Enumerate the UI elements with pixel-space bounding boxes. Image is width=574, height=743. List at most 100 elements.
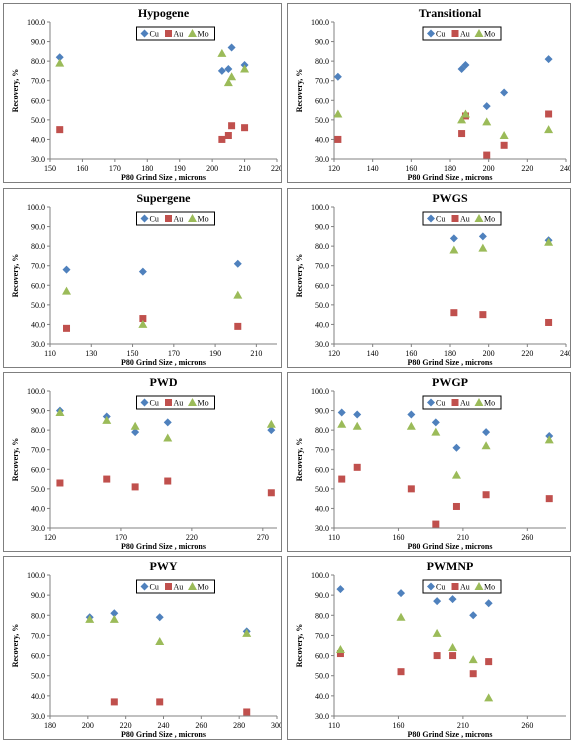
legend-marker-cu bbox=[140, 214, 149, 223]
data-point-mo bbox=[431, 427, 441, 436]
x-tick-label: 260 bbox=[521, 533, 533, 542]
data-point-mo bbox=[85, 614, 95, 623]
data-point-cu bbox=[544, 55, 553, 64]
y-tick-label: 50.0 bbox=[31, 485, 45, 494]
data-point-au bbox=[228, 122, 236, 130]
y-tick-label: 90.0 bbox=[31, 591, 45, 600]
x-tick-label: 210 bbox=[457, 533, 469, 542]
y-tick-label: 70.0 bbox=[315, 631, 329, 640]
y-tick-label: 70.0 bbox=[31, 446, 45, 455]
data-point-au bbox=[407, 485, 415, 493]
x-axis-label: P80 Grind Size , microns bbox=[408, 730, 493, 739]
data-point-au bbox=[234, 322, 242, 330]
data-point-au bbox=[243, 708, 251, 716]
legend-marker-au bbox=[165, 399, 172, 406]
x-tick-label: 220 bbox=[271, 164, 282, 173]
y-tick-label: 30.0 bbox=[315, 712, 329, 721]
chart-svg: PWGP 30.0 40.0 50.0 60.0 70.0 80.0 90.0 100.0 110… bbox=[295, 375, 566, 551]
y-tick-label: 40.0 bbox=[31, 504, 45, 513]
data-point-mo bbox=[55, 58, 65, 67]
data-point-cu bbox=[155, 613, 164, 622]
data-point-mo bbox=[482, 117, 492, 126]
y-axis-label: Recovery, % bbox=[295, 438, 304, 482]
x-tick-label: 240 bbox=[560, 349, 571, 358]
data-point-cu bbox=[482, 428, 491, 437]
data-point-cu bbox=[353, 410, 362, 419]
y-tick-label: 90.0 bbox=[315, 223, 329, 232]
chart-panel-pwmnp: PWMNP 30.0 40.0 50.0 60.0 70.0 80.0 90.0 100.0 11… bbox=[287, 556, 571, 740]
x-tick-label: 220 bbox=[120, 721, 132, 730]
chart-svg: Hypogene 30.0 40.0 50.0 60.0 70.0 80.0 90.0 100.… bbox=[11, 6, 282, 182]
x-tick-label: 190 bbox=[209, 349, 221, 358]
legend-marker-cu bbox=[140, 29, 149, 38]
data-point-mo bbox=[242, 628, 252, 637]
data-point-cu bbox=[131, 428, 140, 437]
legend-label-cu: Cu bbox=[150, 399, 159, 408]
data-point-mo bbox=[266, 419, 276, 428]
data-point-au bbox=[469, 670, 477, 678]
legend-marker-mo bbox=[188, 214, 197, 222]
data-point-au bbox=[56, 479, 64, 487]
data-point-cu bbox=[62, 265, 71, 274]
data-point-mo bbox=[102, 415, 112, 424]
data-point-au bbox=[56, 126, 64, 134]
data-point-mo bbox=[460, 109, 470, 118]
legend-marker-au bbox=[451, 30, 459, 37]
y-tick-label: 90.0 bbox=[315, 591, 329, 600]
y-tick-label: 70.0 bbox=[31, 77, 45, 86]
data-point-au bbox=[241, 124, 249, 132]
y-tick-label: 30.0 bbox=[315, 340, 329, 349]
data-point-mo bbox=[163, 433, 173, 442]
legend-label-au: Au bbox=[174, 583, 184, 592]
data-point-cu bbox=[267, 426, 276, 435]
y-axis-label: Recovery, % bbox=[11, 69, 20, 113]
data-point-cu bbox=[163, 418, 172, 427]
data-point-cu bbox=[337, 408, 346, 417]
data-point-au bbox=[156, 698, 164, 706]
legend-marker-mo bbox=[474, 214, 484, 222]
chart-title: PWD bbox=[150, 375, 178, 389]
data-point-mo bbox=[468, 655, 478, 664]
x-tick-label: 200 bbox=[483, 349, 495, 358]
legend-marker-cu bbox=[140, 398, 149, 407]
legend-marker-mo bbox=[188, 582, 197, 590]
y-tick-label: 80.0 bbox=[31, 57, 45, 66]
legend-marker-mo bbox=[474, 398, 484, 406]
data-point-au bbox=[131, 483, 139, 491]
legend-label-mo: Mo bbox=[484, 583, 495, 592]
y-tick-label: 100.0 bbox=[311, 203, 329, 212]
data-point-au bbox=[338, 475, 346, 483]
x-tick-label: 120 bbox=[328, 349, 340, 358]
x-tick-label: 180 bbox=[444, 349, 456, 358]
x-tick-label: 240 bbox=[560, 164, 571, 173]
y-tick-label: 80.0 bbox=[315, 242, 329, 251]
data-point-cu bbox=[333, 72, 342, 81]
chart-panel-pwy: PWY 30.0 40.0 50.0 60.0 70.0 80.0 90.0 100.0 180 2… bbox=[3, 556, 282, 740]
data-point-au bbox=[483, 151, 491, 159]
data-point-au bbox=[397, 668, 405, 676]
data-point-mo bbox=[62, 286, 72, 295]
legend-label-cu: Cu bbox=[150, 215, 159, 224]
legend-label-au: Au bbox=[460, 30, 470, 39]
data-point-cu bbox=[431, 418, 440, 427]
legend-marker-au bbox=[451, 399, 459, 406]
y-tick-label: 60.0 bbox=[31, 465, 45, 474]
data-point-mo bbox=[217, 48, 227, 57]
legend-label-mo: Mo bbox=[198, 399, 209, 408]
chart-panel-pwd: PWD 30.0 40.0 50.0 60.0 70.0 80.0 90.0 100.0 120 1… bbox=[3, 372, 282, 552]
y-tick-label: 60.0 bbox=[315, 281, 329, 290]
data-point-mo bbox=[335, 645, 345, 654]
data-point-mo bbox=[233, 290, 243, 299]
legend-marker-au bbox=[165, 215, 172, 222]
x-tick-label: 210 bbox=[239, 164, 251, 173]
y-axis-label: Recovery, % bbox=[295, 254, 304, 298]
y-axis-label: Recovery, % bbox=[11, 438, 20, 482]
y-tick-label: 50.0 bbox=[31, 301, 45, 310]
y-tick-label: 60.0 bbox=[31, 652, 45, 661]
chart-title: PWMNP bbox=[427, 559, 474, 573]
data-point-cu bbox=[478, 232, 487, 241]
legend-label-mo: Mo bbox=[484, 30, 495, 39]
data-point-au bbox=[482, 491, 490, 499]
data-point-mo bbox=[352, 421, 362, 430]
